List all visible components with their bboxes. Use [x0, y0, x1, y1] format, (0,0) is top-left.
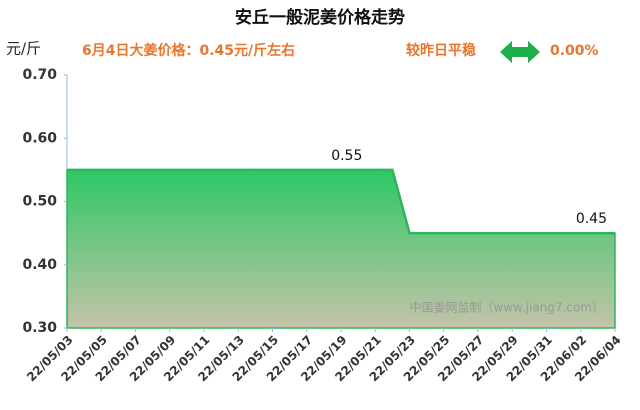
subtitle: 6月4日大姜价格：0.45元/斤左右: [82, 42, 295, 59]
y-tick-label: 0.40: [22, 257, 57, 273]
y-tick-label: 0.60: [22, 130, 57, 146]
flat-arrow-icon: [500, 41, 540, 63]
y-tick-label: 0.30: [22, 320, 57, 336]
y-tick-label: 0.70: [22, 67, 57, 83]
change-label: 较昨日平稳: [406, 42, 476, 59]
y-axis-label: 元/斤: [6, 40, 41, 58]
price-line: [67, 168, 615, 235]
watermark: 中国姜网监制（www.jiang7.com）: [410, 300, 604, 315]
change-value: 0.00%: [550, 43, 599, 59]
data-label: 0.45: [576, 211, 607, 227]
y-tick-label: 0.50: [22, 194, 57, 210]
chart-title: 安丘一般泥姜价格走势: [235, 7, 405, 28]
data-label: 0.55: [331, 148, 362, 164]
